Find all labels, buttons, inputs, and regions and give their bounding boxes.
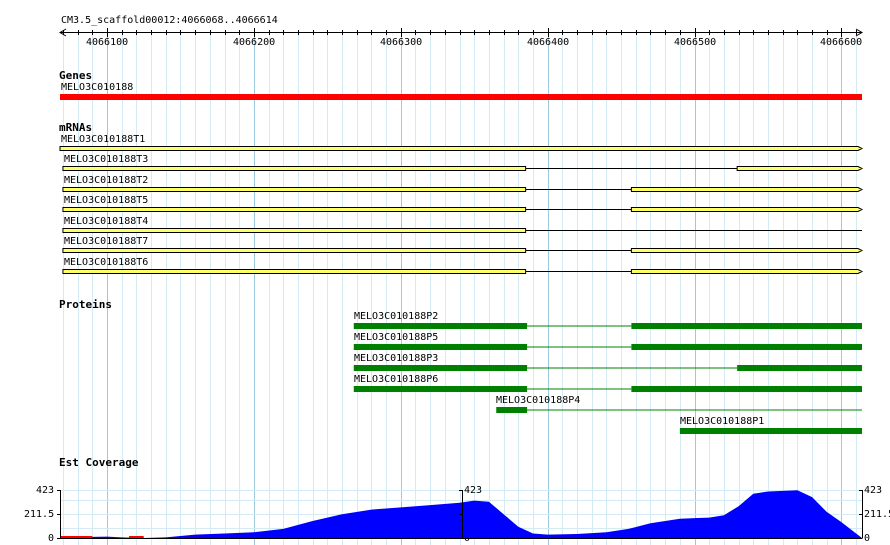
protein-label: MELO3C010188P5: [354, 332, 439, 343]
mrna-exon: [62, 248, 527, 253]
ruler-tick-label: 4066400: [527, 37, 570, 48]
protein-exon: [353, 323, 528, 329]
ruler-tick-label: 4066300: [380, 37, 423, 48]
coverage-y-label: 423: [864, 485, 883, 496]
protein-label: MELO3C010188P4: [496, 395, 581, 406]
ruler-tick-label: 4066600: [820, 37, 863, 48]
protein-label: MELO3C010188P2: [354, 311, 439, 322]
mrna-exon: [630, 269, 864, 274]
coverage-y-label: 423: [36, 485, 55, 496]
coverage-low-mark: [60, 536, 93, 538]
ruler-right-arrow: [855, 28, 863, 37]
ruler-tick-label: 4066200: [233, 37, 276, 48]
mrna-exon: [62, 228, 527, 233]
protein-exon: [631, 344, 862, 350]
mrna-label: MELO3C010188T2: [64, 175, 149, 186]
coverage-y-label: 211.5: [24, 509, 55, 520]
coverage-y-label: 423: [464, 485, 483, 496]
protein-exon: [631, 323, 862, 329]
protein-exon: [496, 407, 528, 413]
mrna-exon: [630, 207, 864, 212]
protein-exon: [679, 428, 862, 434]
mrna-exon: [59, 146, 864, 151]
mrna-exon: [62, 187, 527, 192]
mrnas-track-label: mRNAs: [59, 121, 93, 134]
coverage-y-label: 0: [864, 533, 871, 544]
protein-exon: [631, 386, 862, 392]
mrna-exon: [630, 187, 864, 192]
ruler-tick-label: 4066100: [86, 37, 129, 48]
mrna-label: MELO3C010188T6: [64, 257, 149, 268]
ruler-tick-label: 4066500: [674, 37, 717, 48]
coverage-y-label: 0: [48, 533, 55, 544]
mrna-exon: [736, 166, 864, 171]
mrna-exon: [630, 248, 864, 253]
genes-track-label: Genes: [59, 69, 93, 82]
mrna-label: MELO3C010188T5: [64, 195, 149, 206]
coverage-low-mark: [129, 536, 144, 538]
mrna-label: MELO3C010188T3: [64, 154, 149, 165]
coverage-track-label: Est Coverage: [59, 456, 139, 469]
protein-label: MELO3C010188P3: [354, 353, 439, 364]
protein-exon: [353, 344, 528, 350]
protein-exon: [353, 386, 528, 392]
ruler-title: CM3.5_scaffold00012:4066068..4066614: [61, 15, 278, 26]
coverage-y-label: 211.5: [864, 509, 890, 520]
mrna-label: MELO3C010188T1: [61, 134, 146, 145]
proteins-track-label: Proteins: [59, 298, 112, 311]
protein-exon: [353, 365, 528, 371]
gene-bar: [60, 94, 862, 100]
mrna-label: MELO3C010188T4: [64, 216, 149, 227]
gene-label: MELO3C010188: [61, 82, 134, 93]
mrna-exon: [62, 207, 527, 212]
protein-label: MELO3C010188P6: [354, 374, 439, 385]
mrna-exon: [62, 166, 527, 171]
protein-exon: [737, 365, 862, 371]
protein-label: MELO3C010188P1: [680, 416, 765, 427]
mrna-exon: [62, 269, 527, 274]
mrna-label: MELO3C010188T7: [64, 236, 149, 247]
